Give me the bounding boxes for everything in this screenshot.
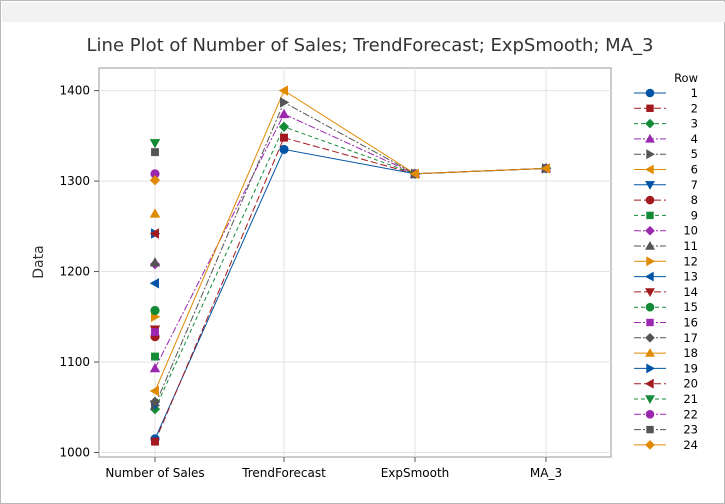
x-tick-label: TrendForecast xyxy=(241,466,326,480)
legend-marker-row-19 xyxy=(646,363,656,374)
legend-label-row-10: 10 xyxy=(683,224,698,238)
data-point-row-11 xyxy=(149,257,161,267)
legend-label-row-9: 9 xyxy=(691,208,698,222)
y-axis-label: Data xyxy=(31,245,47,278)
data-point-row-23 xyxy=(151,148,159,157)
y-tick-label: 1000 xyxy=(59,445,90,459)
legend-marker-row-23 xyxy=(646,425,654,434)
data-point-row-9 xyxy=(151,352,159,361)
data-markers xyxy=(149,85,552,446)
legend-label-row-24: 24 xyxy=(683,438,698,452)
data-point-row-24 xyxy=(149,174,161,186)
data-point-row-3 xyxy=(278,121,290,132)
legend: Row 123456789101112131415161718192021222… xyxy=(634,71,698,452)
data-point-row-21 xyxy=(149,139,161,149)
legend-label-row-8: 8 xyxy=(691,193,698,207)
y-tick-label: 1400 xyxy=(59,84,90,98)
x-tick-label: ExpSmooth xyxy=(381,466,450,480)
legend-marker-row-20 xyxy=(644,378,654,389)
legend-label-row-23: 23 xyxy=(683,423,698,437)
data-point-row-17 xyxy=(149,396,161,407)
legend-label-row-15: 15 xyxy=(683,300,698,314)
series-line-row-5 xyxy=(154,101,547,406)
legend-label-row-14: 14 xyxy=(683,285,698,299)
series-lines xyxy=(154,89,547,442)
data-point-row-4 xyxy=(149,362,161,373)
y-tick-label: 1100 xyxy=(59,355,90,369)
legend-marker-row-14 xyxy=(645,288,655,297)
data-point-row-15 xyxy=(150,305,160,316)
legend-marker-row-10 xyxy=(645,225,655,236)
series-line-row-6 xyxy=(154,89,547,392)
legend-label-row-12: 12 xyxy=(683,254,698,268)
legend-label-row-16: 16 xyxy=(683,316,698,330)
y-tick-label: 1200 xyxy=(59,265,90,279)
window-top-band xyxy=(2,2,725,22)
legend-label-row-6: 6 xyxy=(691,163,698,177)
legend-marker-row-9 xyxy=(646,211,654,220)
legend-marker-row-18 xyxy=(645,348,655,357)
x-tick-label: Number of Sales xyxy=(105,466,204,480)
x-tick-label: MA_3 xyxy=(530,466,562,480)
data-point-row-6 xyxy=(278,85,289,96)
legend-marker-row-17 xyxy=(645,332,655,343)
legend-marker-row-2 xyxy=(646,104,654,113)
legend-marker-row-24 xyxy=(645,440,655,450)
data-point-row-6 xyxy=(149,385,159,397)
legend-marker-row-16 xyxy=(646,318,654,327)
legend-marker-row-6 xyxy=(644,164,654,175)
legend-title: Row xyxy=(674,71,698,85)
legend-label-row-17: 17 xyxy=(683,331,698,345)
legend-label-row-20: 20 xyxy=(683,377,698,391)
legend-label-row-19: 19 xyxy=(683,361,698,375)
legend-marker-row-15 xyxy=(645,302,655,312)
legend-label-row-11: 11 xyxy=(683,239,698,253)
legend-label-row-21: 21 xyxy=(683,392,698,406)
legend-marker-row-5 xyxy=(646,149,656,160)
data-point-row-13 xyxy=(149,278,159,289)
data-point-row-2 xyxy=(280,133,288,142)
legend-label-row-18: 18 xyxy=(683,346,698,360)
legend-marker-row-1 xyxy=(645,88,655,98)
gridlines xyxy=(99,68,611,457)
y-tick-label: 1300 xyxy=(59,174,90,188)
legend-label-row-1: 1 xyxy=(691,86,698,100)
data-point-row-2 xyxy=(151,437,159,446)
legend-marker-row-22 xyxy=(645,409,655,419)
data-point-row-4 xyxy=(278,108,290,119)
legend-marker-row-13 xyxy=(644,271,654,282)
data-point-row-18 xyxy=(149,208,161,218)
legend-label-row-7: 7 xyxy=(691,178,698,192)
data-point-row-16 xyxy=(151,328,159,337)
legend-label-row-4: 4 xyxy=(691,132,698,146)
legend-marker-row-11 xyxy=(645,240,655,250)
chart-title: Line Plot of Number of Sales; TrendForec… xyxy=(87,35,654,56)
data-point-row-1 xyxy=(279,144,289,155)
data-point-row-20 xyxy=(149,228,159,239)
data-point-row-6 xyxy=(409,168,420,180)
legend-label-row-5: 5 xyxy=(691,147,698,161)
legend-label-row-2: 2 xyxy=(691,101,698,115)
legend-label-row-3: 3 xyxy=(691,117,698,131)
legend-marker-row-4 xyxy=(645,133,655,143)
legend-marker-row-7 xyxy=(645,181,655,190)
legend-label-row-22: 22 xyxy=(683,407,698,421)
legend-marker-row-21 xyxy=(645,395,655,405)
data-point-row-5 xyxy=(279,97,290,108)
series-line-row-3 xyxy=(154,126,547,410)
data-point-row-6 xyxy=(540,163,551,174)
legend-marker-row-8 xyxy=(645,195,655,205)
plot-area xyxy=(98,67,612,458)
legend-marker-row-12 xyxy=(646,256,656,267)
axes: 1000 1100 1200 1300 1400 Number of Sales Trend… xyxy=(59,84,562,480)
legend-label-row-13: 13 xyxy=(683,270,698,284)
legend-marker-row-3 xyxy=(645,118,655,129)
